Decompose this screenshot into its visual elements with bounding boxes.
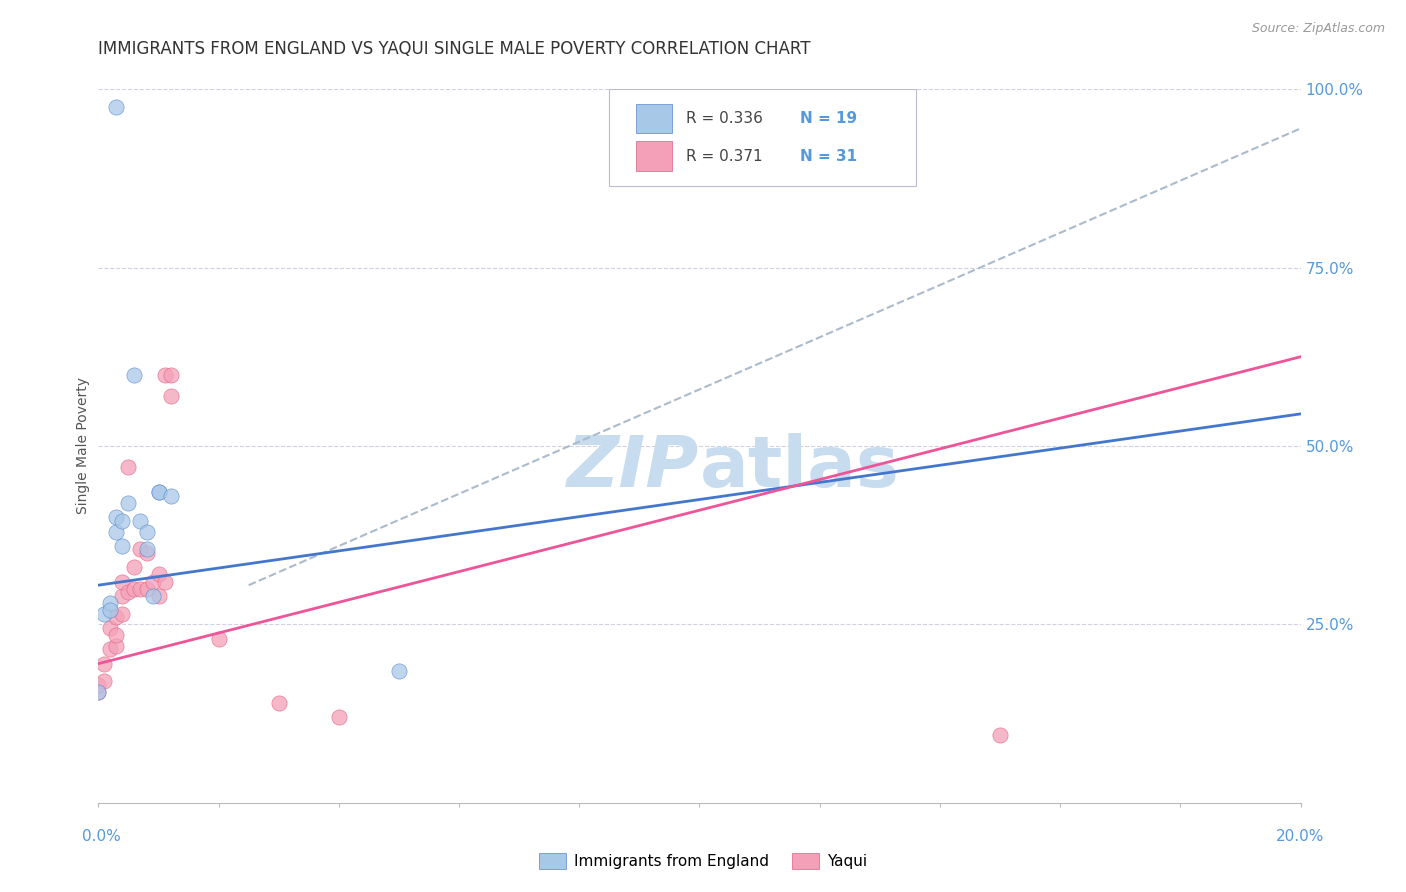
Point [105, 100, 128, 114]
Point [111, 607, 134, 621]
Point [105, 510, 128, 524]
Point [141, 589, 163, 603]
Text: Source: ZipAtlas.com: Source: ZipAtlas.com [1251, 22, 1385, 36]
Point [111, 539, 134, 553]
Point [153, 574, 176, 589]
Point [129, 542, 152, 557]
Point [105, 628, 128, 642]
Point [129, 582, 152, 596]
Point [111, 589, 134, 603]
Point [208, 632, 231, 646]
Point [105, 610, 128, 624]
FancyBboxPatch shape [636, 103, 672, 134]
Point [93, 607, 115, 621]
Point [117, 585, 139, 599]
Point [105, 639, 128, 653]
Point [148, 567, 170, 582]
FancyBboxPatch shape [609, 89, 915, 186]
Point [111, 514, 134, 528]
Point [87, 685, 110, 699]
Point [141, 574, 163, 589]
Text: atlas: atlas [700, 433, 900, 502]
Point [124, 368, 146, 382]
FancyBboxPatch shape [636, 141, 672, 171]
Point [159, 389, 181, 403]
Point [159, 489, 181, 503]
Text: 0.0%: 0.0% [82, 830, 121, 844]
Point [100, 596, 122, 610]
Point [87, 678, 110, 692]
Point [159, 368, 181, 382]
Point [87, 685, 110, 699]
Point [148, 485, 170, 500]
Text: 20.0%: 20.0% [1277, 830, 1324, 844]
Point [135, 524, 157, 539]
Text: N = 31: N = 31 [800, 149, 858, 164]
Point [100, 603, 122, 617]
Point [388, 664, 411, 678]
Text: R = 0.336: R = 0.336 [686, 111, 763, 126]
Point [111, 574, 134, 589]
Point [100, 621, 122, 635]
Legend: Immigrants from England, Yaqui: Immigrants from England, Yaqui [533, 847, 873, 875]
Point [148, 485, 170, 500]
Text: IMMIGRANTS FROM ENGLAND VS YAQUI SINGLE MALE POVERTY CORRELATION CHART: IMMIGRANTS FROM ENGLAND VS YAQUI SINGLE … [98, 40, 811, 58]
Point [124, 560, 146, 574]
Point [124, 582, 146, 596]
Point [100, 642, 122, 657]
Point [135, 582, 157, 596]
Text: ZIP: ZIP [567, 433, 700, 502]
Point [267, 696, 290, 710]
Point [135, 542, 157, 557]
Point [148, 589, 170, 603]
Text: N = 19: N = 19 [800, 111, 858, 126]
Point [93, 657, 115, 671]
Point [129, 514, 152, 528]
Point [93, 674, 115, 689]
Point [117, 460, 139, 475]
Point [105, 524, 128, 539]
Point [135, 546, 157, 560]
Point [328, 710, 350, 724]
Point [988, 728, 1011, 742]
Point [153, 368, 176, 382]
Y-axis label: Single Male Poverty: Single Male Poverty [76, 377, 90, 515]
Point [117, 496, 139, 510]
Text: R = 0.371: R = 0.371 [686, 149, 763, 164]
